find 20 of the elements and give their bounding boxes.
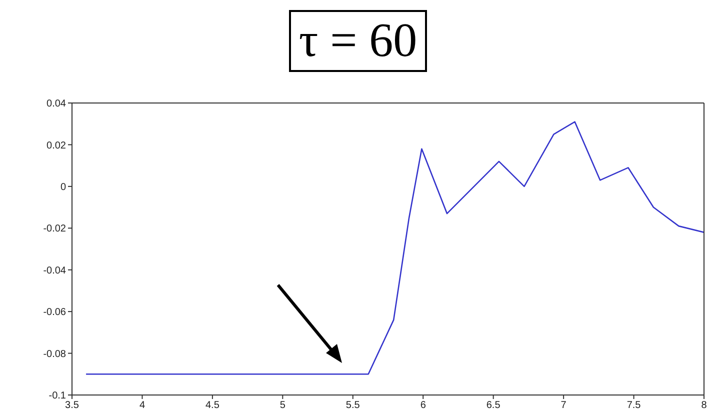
y-tick-label: -0.06 xyxy=(43,307,66,318)
line-series xyxy=(85,121,704,375)
y-tick-label: 0 xyxy=(60,182,66,193)
x-tick-label: 8 xyxy=(701,400,708,412)
y-tick-label: -0.02 xyxy=(43,224,66,235)
y-tick-label: 0.02 xyxy=(46,140,66,152)
y-tick-label: -0.08 xyxy=(43,348,66,360)
y-tick-label: 0.04 xyxy=(46,98,66,110)
x-tick-label: 4 xyxy=(139,400,146,412)
x-tick-label: 6.5 xyxy=(486,400,501,412)
x-tick-label: 7.5 xyxy=(626,400,642,412)
x-tick-label: 5.5 xyxy=(346,400,360,412)
chart-title: τ = 60 xyxy=(288,10,428,72)
y-tick-label: -0.1 xyxy=(48,390,66,402)
x-tick-label: 7 xyxy=(560,400,567,412)
x-tick-label: 3.5 xyxy=(65,400,80,412)
x-tick-label: 6 xyxy=(420,400,426,412)
y-tick-label: -0.04 xyxy=(43,265,66,276)
x-tick-label: 4.5 xyxy=(205,400,220,412)
x-tick-label: 5 xyxy=(280,400,286,412)
